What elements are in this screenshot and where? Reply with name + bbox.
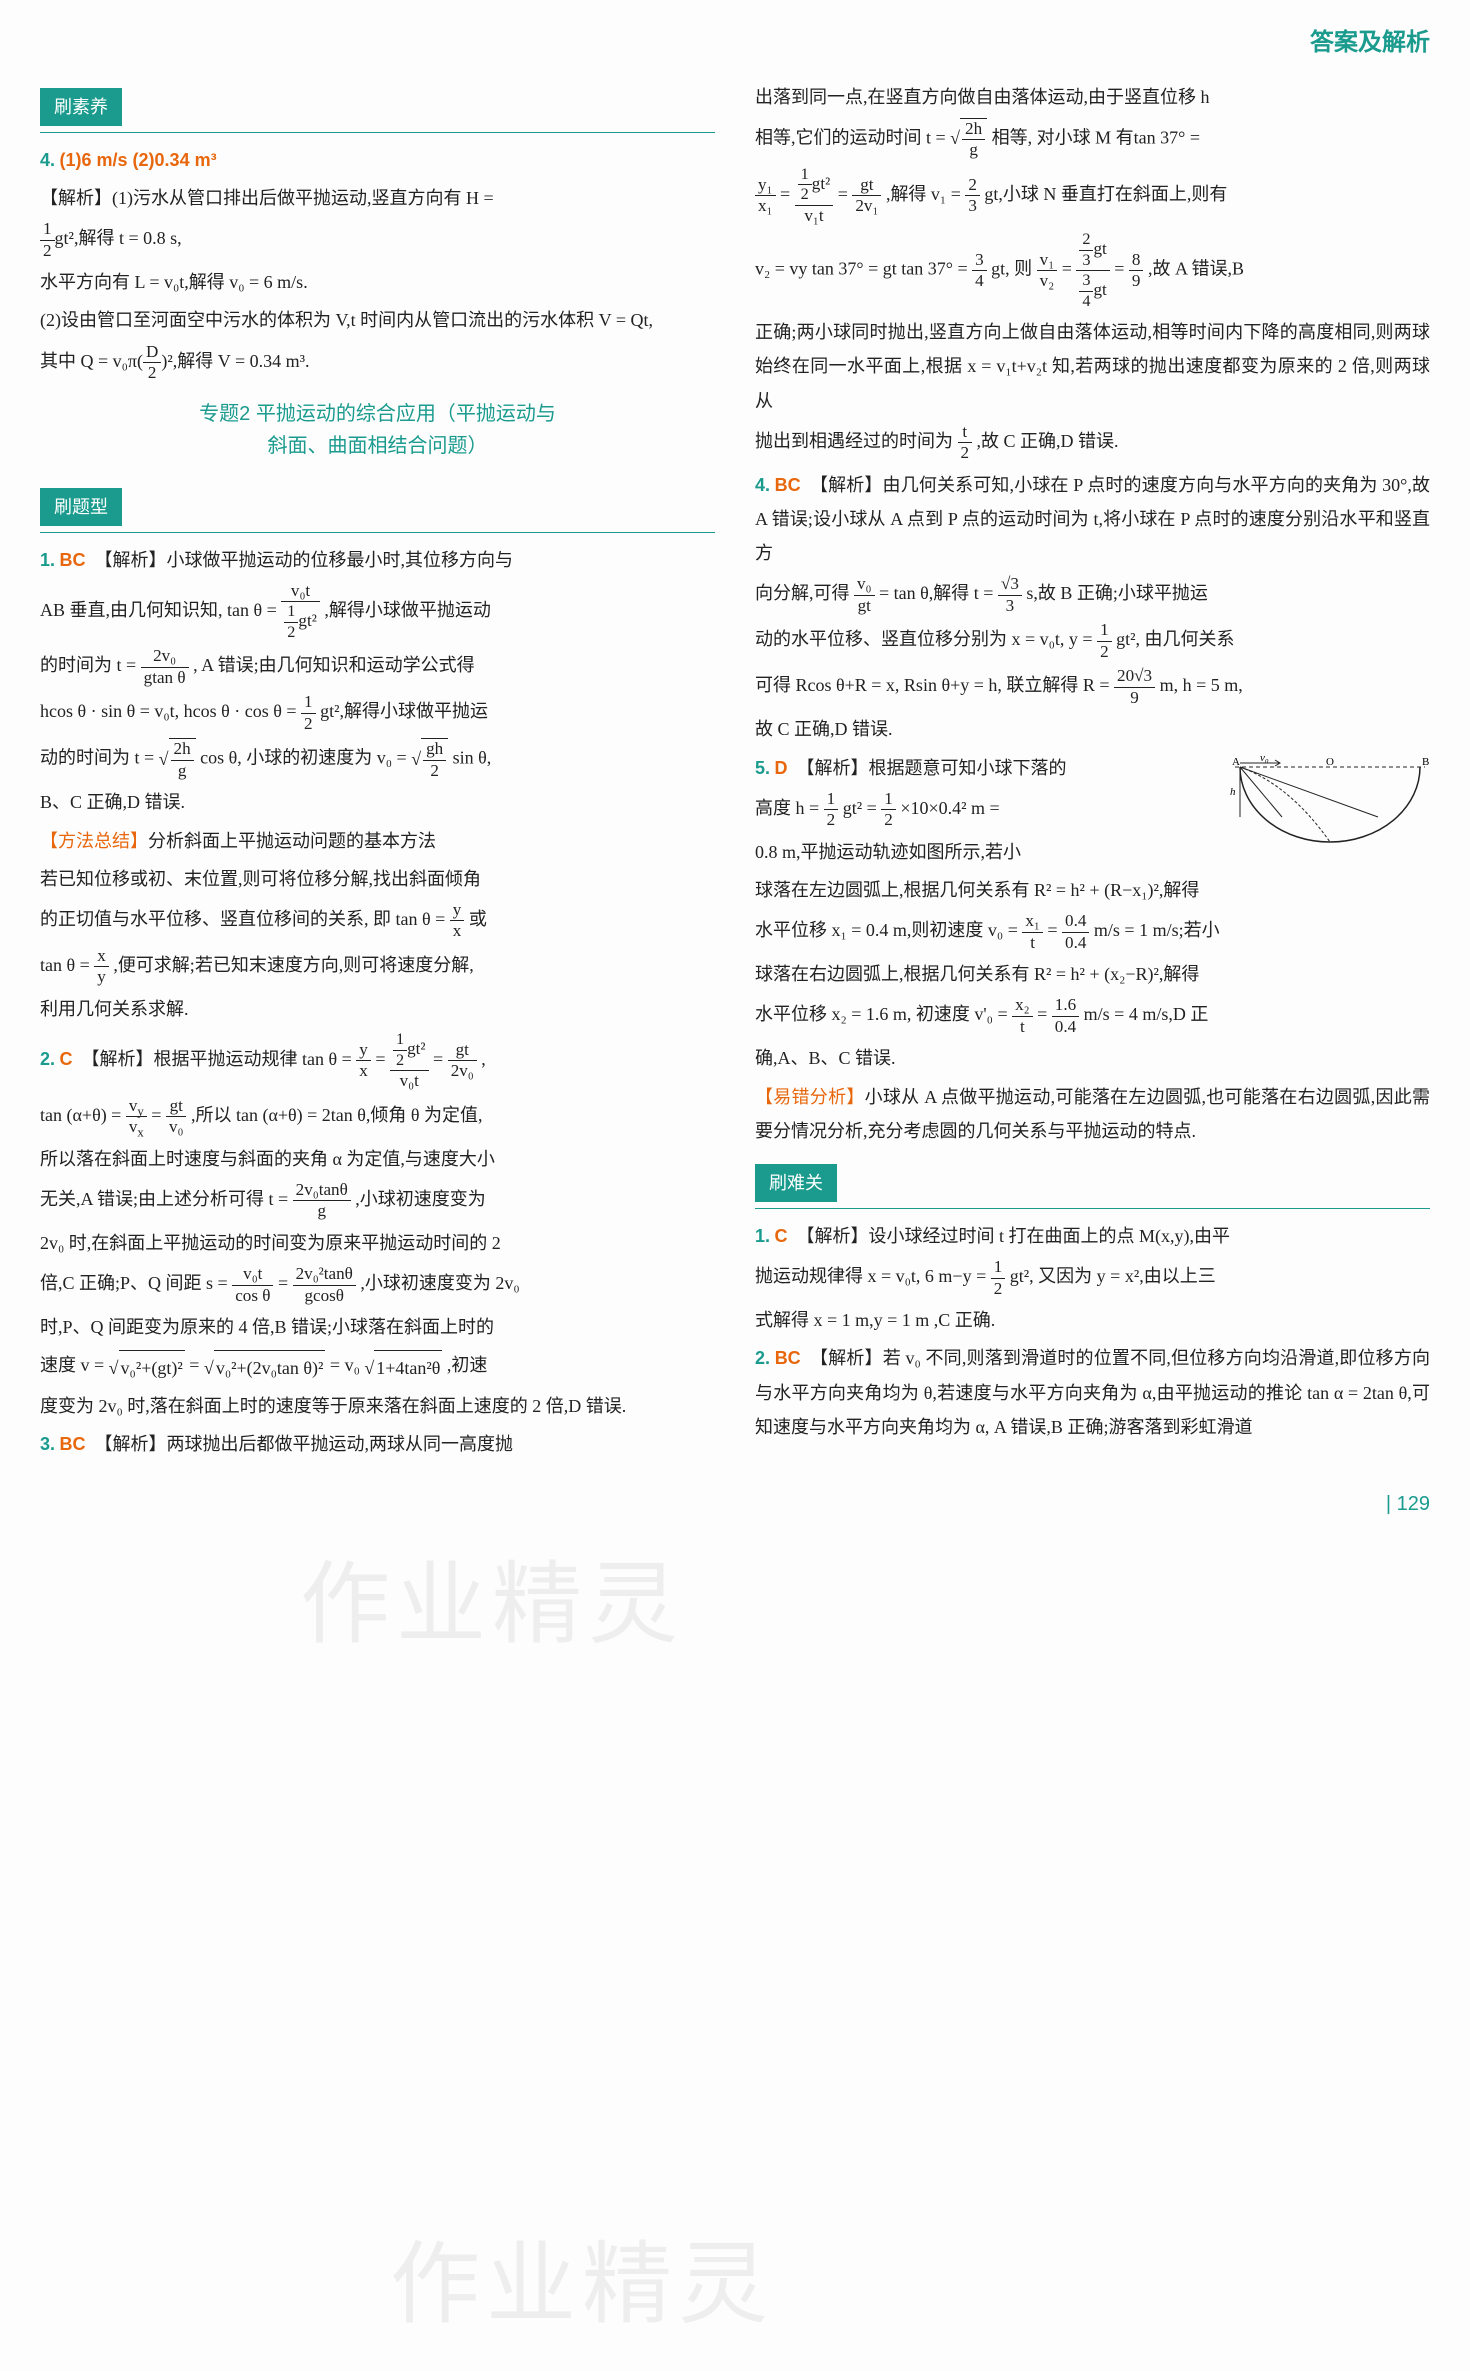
q4-p3: 动的水平位移、竖直位移分别为 x = v₀t, y = 12 gt², 由几何关…: [755, 620, 1430, 662]
q2-p2: tan (α+θ) = vyvx = gtv₀ ,所以 tan (α+θ) = …: [40, 1096, 715, 1138]
tab-tixing: 刷题型: [40, 488, 122, 526]
q2-p3: 所以落在斜面上时速度与斜面的夹角 α 为定值,与速度大小: [40, 1142, 715, 1176]
n1-head: 1. C 【解析】设小球经过时间 t 打在曲面上的点 M(x,y),由平: [755, 1219, 1430, 1253]
svg-text:O: O: [1326, 756, 1334, 768]
q5-p4: 球落在左边圆弧上,根据几何关系有 R² = h² + (R−x₁)²,解得: [755, 873, 1430, 907]
q4-head: 4. BC 【解析】由几何关系可知,小球在 P 点时的速度方向与水平方向的夹角为…: [755, 468, 1430, 571]
q3-r6: 抛出到相遇经过的时间为 t2 ,故 C 正确,D 错误.: [755, 422, 1430, 464]
q2-p4: 无关,A 错误;由上述分析可得 t = 2v₀tanθg ,小球初速度变为: [40, 1180, 715, 1222]
left-column: 刷素养 4. (1)6 m/s (2)0.34 m³ 【解析】(1)污水从管口排…: [40, 76, 715, 1465]
q3-r2: 相等,它们的运动时间 t = 2hg 相等, 对小球 M 有tan 37° =: [755, 118, 1430, 161]
svg-text:v₀: v₀: [1260, 755, 1269, 764]
method-p1: 若已知位移或初、末位置,则可将位移分解,找出斜面倾角: [40, 862, 715, 896]
topic-2-title: 专题2 平抛运动的综合应用（平抛运动与 斜面、曲面相结合问题）: [40, 398, 715, 462]
q2-p5: 2v₀ 时,在斜面上平抛运动的时间变为原来平抛运动时间的 2: [40, 1226, 715, 1260]
q1-p3: 的时间为 t = 2v₀gtan θ , A 错误;由几何知识和运动学公式得: [40, 646, 715, 688]
q2-p7: 时,P、Q 间距变为原来的 4 倍,B 错误;小球落在斜面上时的: [40, 1310, 715, 1344]
svg-text:B: B: [1422, 756, 1429, 768]
q5-p6: 球落在右边圆弧上,根据几何关系有 R² = h² + (x₂−R)²,解得: [755, 957, 1430, 991]
q2-p9: 度变为 2v₀ 时,落在斜面上时的速度等于原来落在斜面上速度的 2 倍,D 错误…: [40, 1389, 715, 1423]
q1-p2: AB 垂直,由几何知识知, tan θ = v₀t12gt² ,解得小球做平抛运…: [40, 581, 715, 643]
n2-head: 2. BC 【解析】若 v₀ 不同,则落到滑道时的位置不同,但位移方向均沿滑道,…: [755, 1341, 1430, 1444]
q4s-p1: 【解析】(1)污水从管口排出后做平抛运动,竖直方向有 H =: [40, 181, 715, 215]
q1-p4: hcos θ · sin θ = v₀t, hcos θ · cos θ = 1…: [40, 692, 715, 734]
watermark-2: 作业精灵: [390, 2200, 774, 2371]
q4s-p4: (2)设由管口至河面空中污水的体积为 V,t 时间内从管口流出的污水体积 V =…: [40, 303, 715, 337]
q5-p8: 确,A、B、C 错误.: [755, 1041, 1430, 1075]
method-p4: 利用几何关系求解.: [40, 992, 715, 1026]
right-column: 出落到同一点,在竖直方向做自由落体运动,由于竖直位移 h 相等,它们的运动时间 …: [755, 76, 1430, 1465]
q4s-p3: 水平方向有 L = v₀t,解得 v₀ = 6 m/s.: [40, 265, 715, 299]
n1-p2: 抛运动规律得 x = v₀t, 6 m−y = 12 gt², 又因为 y = …: [755, 1257, 1430, 1299]
yicuo-head: 【易错分析】小球从 A 点做平抛运动,可能落在左边圆弧,也可能落在右边圆弧,因此…: [755, 1080, 1430, 1148]
svg-text:A: A: [1232, 756, 1240, 768]
q4s-p5: 其中 Q = v₀π(D2)²,解得 V = 0.34 m³.: [40, 342, 715, 384]
q4-p4: 可得 Rcos θ+R = x, Rsin θ+y = h, 联立解得 R = …: [755, 666, 1430, 708]
n1-p3: 式解得 x = 1 m,y = 1 m ,C 正确.: [755, 1303, 1430, 1337]
svg-text:h: h: [1230, 786, 1236, 798]
q3-r1: 出落到同一点,在竖直方向做自由落体运动,由于竖直位移 h: [755, 80, 1430, 114]
q5-p7: 水平位移 x₂ = 1.6 m, 初速度 v'₀ = x₂t = 1.60.4 …: [755, 995, 1430, 1037]
q5-diagram: A O B v₀ h: [1230, 755, 1430, 845]
method-head: 【方法总结】分析斜面上平抛运动问题的基本方法: [40, 824, 715, 858]
method-p3: tan θ = xy ,便可求解;若已知末速度方向,则可将速度分解,: [40, 946, 715, 988]
page-header: 答案及解析: [40, 20, 1430, 66]
q4-p5: 故 C 正确,D 错误.: [755, 712, 1430, 746]
q5-p5: 水平位移 x₁ = 0.4 m,则初速度 v₀ = x₁t = 0.40.4 m…: [755, 911, 1430, 953]
page-number: | 129: [40, 1485, 1430, 1523]
q4-p2: 向分解,可得 v₀gt = tan θ,解得 t = √33 s,故 B 正确;…: [755, 574, 1430, 616]
q2-head: 2. C 【解析】根据平抛运动规律 tan θ = yx = 12gt²v₀t …: [40, 1030, 715, 1092]
tab-suyang: 刷素养: [40, 88, 122, 126]
watermark-1: 作业精灵: [300, 1520, 684, 1691]
q5-head: A O B v₀ h 5. D 【解析】根据题意可知小球下落的: [755, 751, 1430, 785]
q3-r3: y₁x₁ = 12gt²v₁t = gt2v₁ ,解得 v₁ = 23 gt,小…: [755, 165, 1430, 227]
q3-r5: 正确;两小球同时抛出,竖直方向上做自由落体运动,相等时间内下降的高度相同,则两球…: [755, 315, 1430, 418]
q2-p8: 速度 v = v₀²+(gt)² = v₀²+(2v₀tan θ)² = v₀ …: [40, 1348, 715, 1384]
q1-p5: 动的时间为 t = 2hg cos θ, 小球的初速度为 v₀ = gh2 si…: [40, 738, 715, 781]
q3-r4: v₂ = vy tan 37° = gt tan 37° = 34 gt, 则 …: [755, 230, 1430, 311]
q2-p6: 倍,C 正确;P、Q 间距 s = v₀tcos θ = 2v₀²tanθgco…: [40, 1264, 715, 1306]
q3-head: 3. BC 【解析】两球抛出后都做平抛运动,两球从同一高度抛: [40, 1427, 715, 1461]
q1-head: 1. BC 【解析】小球做平抛运动的位移最小时,其位移方向与: [40, 543, 715, 577]
tab-nanguan: 刷难关: [755, 1164, 837, 1202]
q1-p6: B、C 正确,D 错误.: [40, 785, 715, 819]
q4s-line1: 4. (1)6 m/s (2)0.34 m³: [40, 143, 715, 177]
method-p2: 的正切值与水平位移、竖直位移间的关系, 即 tan θ = yx 或: [40, 900, 715, 942]
q4s-p2: 12gt²,解得 t = 0.8 s,: [40, 219, 715, 261]
